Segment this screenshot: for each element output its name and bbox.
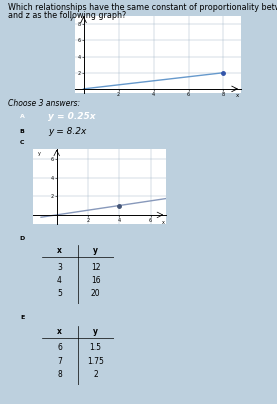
- Text: Choose 3 answers:: Choose 3 answers:: [8, 99, 80, 108]
- Text: 3: 3: [57, 263, 62, 272]
- Text: 4: 4: [57, 276, 62, 285]
- Text: 1.5: 1.5: [89, 343, 102, 353]
- Text: x: x: [57, 327, 62, 336]
- Text: 1.75: 1.75: [87, 357, 104, 366]
- Text: 2: 2: [93, 370, 98, 379]
- Text: 5: 5: [57, 289, 62, 298]
- Text: D: D: [20, 236, 25, 241]
- Text: y = 8.2x: y = 8.2x: [48, 126, 87, 136]
- Text: 8: 8: [57, 370, 62, 379]
- Text: 6: 6: [57, 343, 62, 353]
- Text: E: E: [20, 315, 24, 320]
- Text: and z as the following graph?: and z as the following graph?: [8, 11, 127, 20]
- Text: x: x: [236, 93, 239, 98]
- Text: C: C: [20, 140, 24, 145]
- Text: 7: 7: [57, 357, 62, 366]
- Text: y: y: [93, 246, 98, 255]
- Text: 12: 12: [91, 263, 100, 272]
- Text: 20: 20: [91, 289, 100, 298]
- Text: 16: 16: [91, 276, 100, 285]
- Text: x: x: [162, 220, 165, 225]
- Text: B: B: [20, 129, 25, 134]
- Text: y: y: [38, 151, 41, 156]
- Text: y: y: [70, 16, 73, 21]
- Text: A: A: [20, 114, 25, 119]
- Text: x: x: [57, 246, 62, 255]
- Text: y: y: [93, 327, 98, 336]
- Text: Which relationships have the same constant of proportionality between y: Which relationships have the same consta…: [8, 3, 277, 12]
- Text: y = 0.25x: y = 0.25x: [48, 112, 96, 121]
